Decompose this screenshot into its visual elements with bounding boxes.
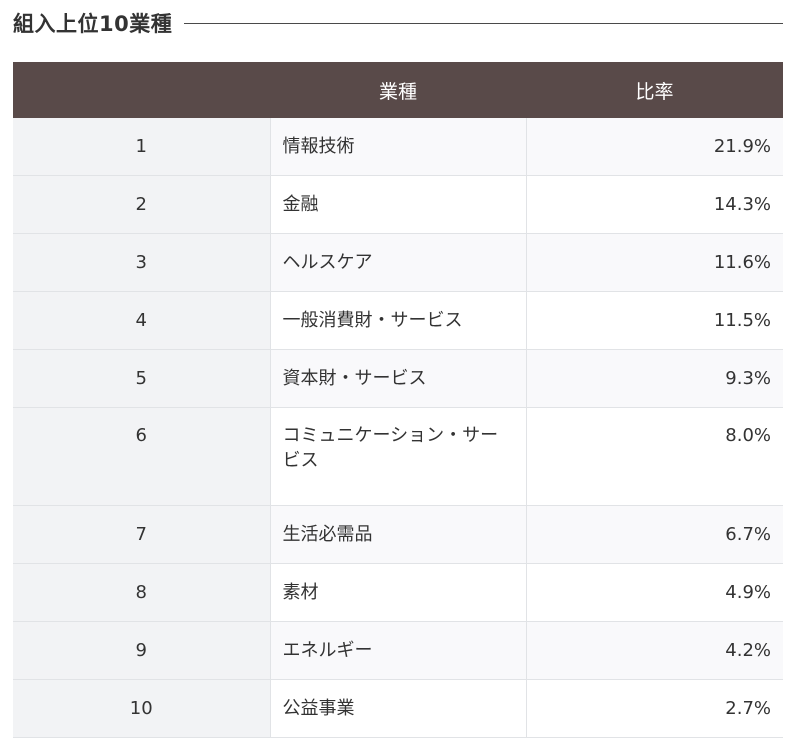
section-heading: 組入上位10業種 bbox=[13, 0, 783, 46]
table-row: 3 ヘルスケア 11.6% bbox=[13, 233, 783, 292]
rank-cell: 9 bbox=[13, 621, 271, 680]
top-sectors-table: 業種 比率 1 情報技術 21.9% 2 金融 14.3% 3 ヘルスケア 11… bbox=[13, 62, 783, 738]
ratio-cell: 4.2% bbox=[525, 621, 783, 680]
ratio-cell: 14.3% bbox=[525, 175, 783, 234]
ratio-cell: 11.5% bbox=[525, 291, 783, 350]
table-row: 4 一般消費財・サービス 11.5% bbox=[13, 291, 783, 350]
ratio-cell: 11.6% bbox=[525, 233, 783, 292]
header-sector: 業種 bbox=[270, 62, 526, 118]
sector-cell: 生活必需品 bbox=[269, 505, 527, 564]
sector-cell: 資本財・サービス bbox=[269, 349, 527, 408]
header-rank bbox=[13, 62, 270, 118]
rank-cell: 6 bbox=[13, 407, 271, 506]
table-row: 2 金融 14.3% bbox=[13, 175, 783, 234]
sector-cell: 素材 bbox=[269, 563, 527, 622]
rank-cell: 2 bbox=[13, 175, 271, 234]
rank-cell: 7 bbox=[13, 505, 271, 564]
rank-cell: 1 bbox=[13, 118, 271, 176]
ratio-cell: 21.9% bbox=[525, 118, 783, 176]
ratio-cell: 9.3% bbox=[525, 349, 783, 408]
sector-cell: 一般消費財・サービス bbox=[269, 291, 527, 350]
section-divider bbox=[184, 22, 783, 24]
ratio-cell: 6.7% bbox=[525, 505, 783, 564]
table-row: 5 資本財・サービス 9.3% bbox=[13, 349, 783, 408]
ratio-cell: 4.9% bbox=[525, 563, 783, 622]
table-row: 6 コミュニケーション・サービス 8.0% bbox=[13, 407, 783, 506]
rank-cell: 8 bbox=[13, 563, 271, 622]
sector-cell: ヘルスケア bbox=[269, 233, 527, 292]
table-row: 7 生活必需品 6.7% bbox=[13, 505, 783, 564]
rank-cell: 5 bbox=[13, 349, 271, 408]
rank-cell: 4 bbox=[13, 291, 271, 350]
sector-cell: 公益事業 bbox=[269, 679, 527, 738]
table-row: 10 公益事業 2.7% bbox=[13, 679, 783, 738]
table-row: 9 エネルギー 4.2% bbox=[13, 621, 783, 680]
table-header-row: 業種 比率 bbox=[13, 62, 783, 118]
ratio-cell: 8.0% bbox=[525, 407, 783, 506]
sector-cell: 情報技術 bbox=[269, 118, 527, 176]
sector-cell: エネルギー bbox=[269, 621, 527, 680]
header-ratio: 比率 bbox=[526, 62, 783, 118]
rank-cell: 10 bbox=[13, 679, 271, 738]
table-row: 1 情報技術 21.9% bbox=[13, 118, 783, 176]
sector-cell: 金融 bbox=[269, 175, 527, 234]
section-title: 組入上位10業種 bbox=[13, 12, 173, 36]
ratio-cell: 2.7% bbox=[525, 679, 783, 738]
sector-cell: コミュニケーション・サービス bbox=[269, 407, 527, 506]
rank-cell: 3 bbox=[13, 233, 271, 292]
table-row: 8 素材 4.9% bbox=[13, 563, 783, 622]
